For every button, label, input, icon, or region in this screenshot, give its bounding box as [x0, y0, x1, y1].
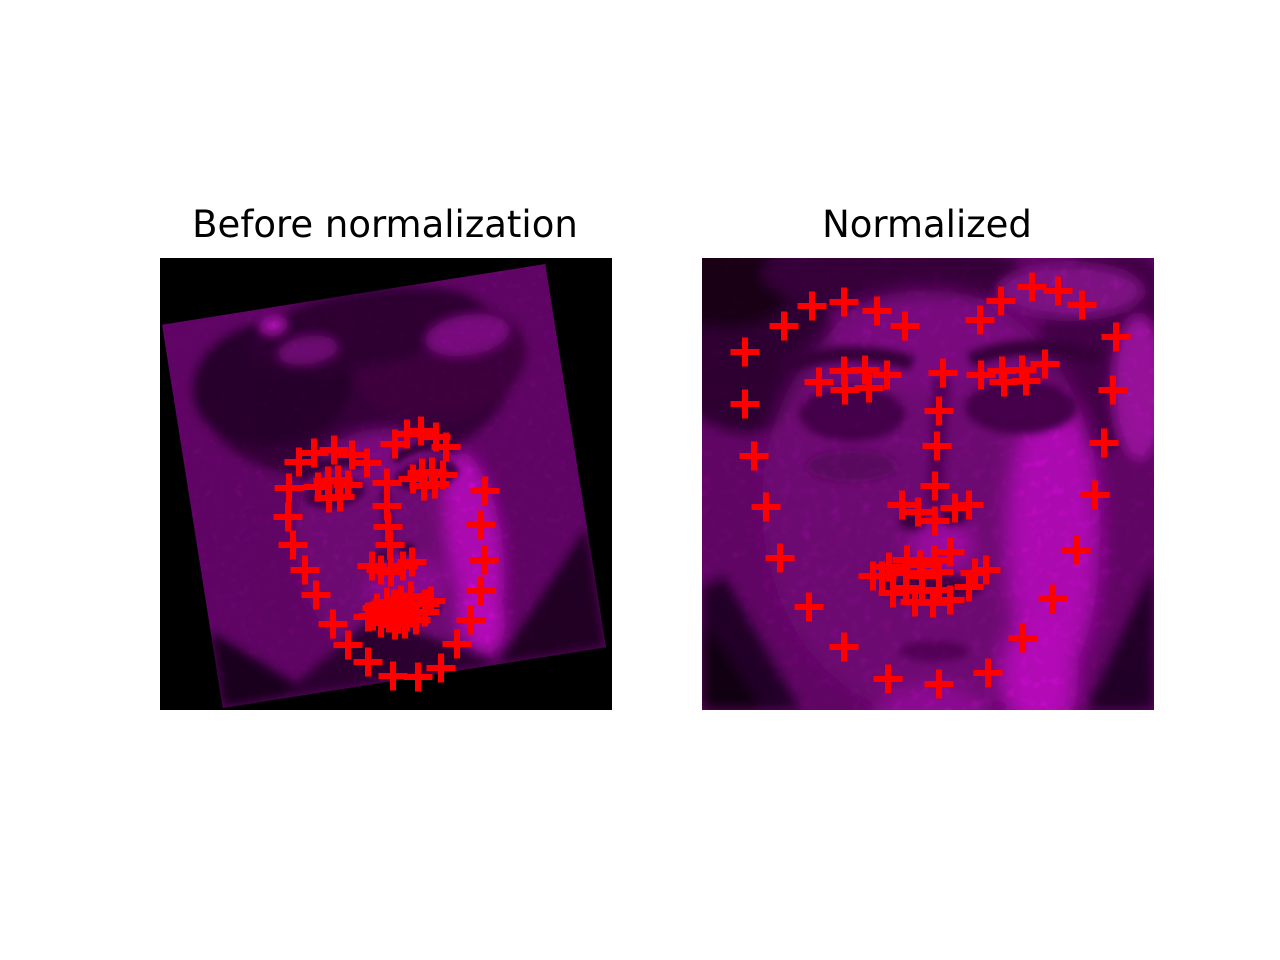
landmark-marker: [273, 502, 303, 532]
landmark-marker: [426, 653, 456, 683]
landmark-marker: [409, 471, 439, 501]
landmark-marker: [887, 490, 917, 520]
landmark-marker: [804, 367, 834, 397]
rotated-face-photo: [162, 264, 606, 708]
landmark-marker: [954, 572, 984, 602]
landmark-marker: [333, 630, 363, 660]
image-panel-normalized: [702, 258, 1154, 710]
landmark-marker: [920, 506, 950, 536]
landmark-marker: [1038, 584, 1068, 614]
landmark-marker: [1017, 272, 1047, 302]
landmark-marker: [352, 448, 382, 478]
landmark-marker: [319, 435, 349, 465]
landmark-marker: [903, 497, 933, 527]
landmark-marker: [1101, 322, 1131, 352]
landmarks-layer: [730, 272, 1131, 699]
landmark-marker: [469, 545, 499, 575]
panel-title-before: Before normalization: [192, 203, 578, 246]
landmark-marker: [730, 389, 760, 419]
landmark-marker: [466, 510, 496, 540]
landmark-marker: [374, 603, 404, 633]
landmark-marker: [739, 441, 769, 471]
landmark-marker: [1043, 276, 1073, 306]
landmark-marker: [794, 592, 824, 622]
landmark-marker: [1067, 290, 1097, 320]
landmark-marker: [337, 440, 367, 470]
landmark-marker: [290, 555, 320, 585]
landmark-marker: [403, 662, 433, 692]
landmark-marker: [966, 360, 996, 390]
landmark-marker: [891, 573, 921, 603]
landmark-marker: [284, 447, 314, 477]
landmark-marker: [442, 629, 472, 659]
landmark-marker: [965, 305, 995, 335]
landmark-marker: [924, 669, 954, 699]
landmark-marker: [878, 578, 908, 608]
landmark-marker: [928, 358, 958, 388]
landmark-marker: [470, 476, 500, 506]
landmark-marker: [431, 432, 461, 462]
landmark-marker: [920, 471, 950, 501]
landmark-marker: [314, 483, 344, 513]
landmark-marker: [730, 337, 760, 367]
landmark-marker: [960, 558, 990, 588]
panel-title-normalized: Normalized: [822, 203, 1032, 246]
landmark-marker: [922, 431, 952, 461]
landmark-marker: [406, 416, 436, 446]
landmark-marker: [1098, 375, 1128, 405]
landmark-marker: [829, 287, 859, 317]
landmark-marker: [850, 355, 880, 385]
landmark-marker: [456, 605, 486, 635]
landmark-marker: [278, 530, 308, 560]
landmark-marker: [829, 632, 859, 662]
landmark-marker: [890, 311, 920, 341]
landmark-marker: [378, 661, 408, 691]
landmark-marker: [466, 576, 496, 606]
landmark-marker: [1061, 535, 1091, 565]
landmark-marker: [830, 375, 860, 405]
landmark-marker: [935, 537, 965, 567]
landmark-marker: [769, 311, 799, 341]
landmark-marker: [397, 547, 427, 577]
landmark-marker: [873, 664, 903, 694]
landmark-marker: [318, 609, 348, 639]
landmark-marker: [989, 367, 1019, 397]
landmarks-layer: [273, 416, 500, 692]
landmark-marker: [1080, 480, 1110, 510]
landmark-marker: [751, 492, 781, 522]
landmark-marker: [353, 647, 383, 677]
landmark-marker: [973, 658, 1003, 688]
landmark-marker: [986, 286, 1016, 316]
landmark-marker: [375, 530, 405, 560]
landmark-marker: [1008, 623, 1038, 653]
landmark-marker: [301, 580, 331, 610]
landmark-marker: [274, 473, 304, 503]
image-panel-before: [160, 258, 612, 710]
landmark-marker: [1089, 428, 1119, 458]
landmark-marker: [1030, 349, 1060, 379]
landmark-marker: [954, 490, 984, 520]
landmark-marker: [765, 543, 795, 573]
landmark-marker: [872, 360, 902, 390]
landmark-marker: [410, 589, 440, 619]
landmark-marker: [924, 396, 954, 426]
landmark-marker: [862, 296, 892, 326]
landmark-marker: [797, 291, 827, 321]
